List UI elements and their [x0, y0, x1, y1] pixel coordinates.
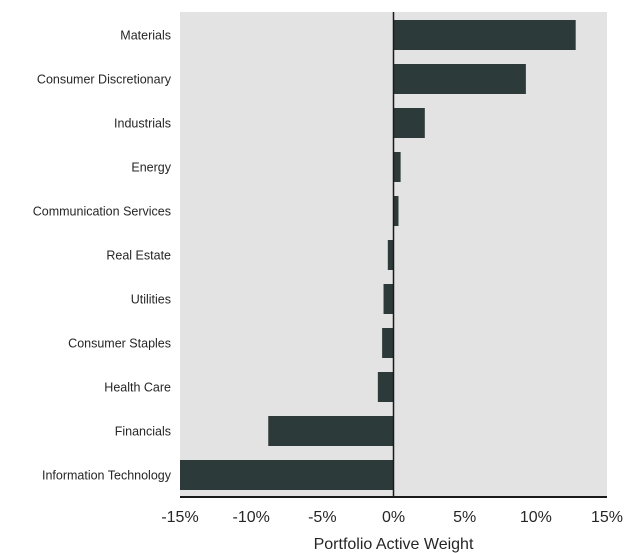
bars-group [180, 20, 576, 490]
x-tick-label: -15% [161, 509, 198, 526]
category-label: Health Care [104, 381, 171, 395]
bar-health-care [377, 372, 394, 402]
x-tick-label: 10% [520, 509, 552, 526]
category-label: Industrials [114, 117, 171, 131]
x-tick-label: -5% [308, 509, 336, 526]
category-label: Real Estate [106, 249, 171, 263]
x-tick-label: -10% [232, 509, 269, 526]
category-label: Consumer Staples [68, 337, 171, 351]
bar-utilities [383, 284, 394, 314]
bar-industrials [393, 108, 425, 138]
x-tick-label: 5% [453, 509, 476, 526]
category-labels: Materials Consumer Discretionary Industria… [33, 29, 172, 483]
bar-materials [393, 20, 576, 50]
bar-real-estate [387, 240, 394, 270]
x-tick-label: 0% [382, 509, 405, 526]
category-label: Consumer Discretionary [37, 73, 172, 87]
bar-information-technology [180, 460, 394, 490]
bar-consumer-staples [382, 328, 394, 358]
x-tick-label: 15% [591, 509, 623, 526]
x-tick-labels: -15% -10% -5% 0% 5% 10% 15% [161, 509, 623, 526]
bar-consumer-discretionary [393, 64, 526, 94]
bar-communication-services [393, 196, 399, 226]
category-label: Materials [120, 29, 171, 43]
bar-energy [393, 152, 401, 182]
category-label: Communication Services [33, 205, 171, 219]
category-label: Energy [131, 161, 171, 175]
bar-financials [268, 416, 394, 446]
category-label: Financials [115, 425, 171, 439]
x-axis-title: Portfolio Active Weight [314, 536, 474, 553]
category-label: Information Technology [42, 469, 172, 483]
category-label: Utilities [131, 293, 171, 307]
